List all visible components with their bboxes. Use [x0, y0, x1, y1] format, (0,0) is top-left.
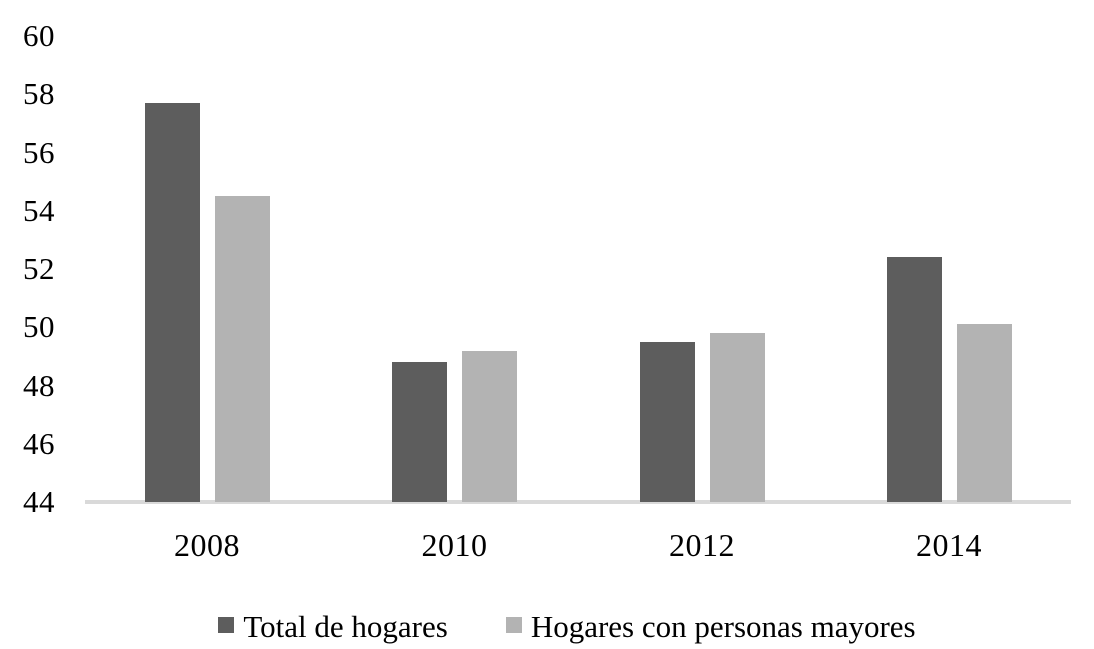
x-tick-label-2008: 2008 — [174, 527, 240, 563]
x-axis-line — [85, 500, 1071, 504]
legend-label-hogares-personas-mayores: Hogares con personas mayores — [530, 609, 916, 644]
legend-swatch-total-de-hogares — [218, 617, 235, 633]
y-tick-label-54: 54 — [23, 192, 55, 228]
y-tick-label-56: 56 — [23, 134, 55, 170]
y-tick-label-48: 48 — [23, 367, 55, 403]
bar-series1-2014 — [886, 257, 942, 502]
y-tick-label-50: 50 — [23, 309, 55, 345]
legend-swatch-hogares-personas-mayores — [505, 617, 522, 633]
bar-series2-2010 — [462, 350, 517, 502]
bar-series1-2008 — [144, 103, 200, 502]
bar-series2-2012 — [709, 333, 765, 502]
legend-label-total-de-hogares: Total de hogares — [243, 609, 448, 644]
bar-series2-2008 — [214, 196, 270, 502]
x-tick-label-2010: 2010 — [421, 527, 488, 563]
legend-item-hogares-personas-mayores: Hogares con personas mayores — [505, 608, 916, 646]
bar-series1-2010 — [392, 362, 447, 502]
bar-series1-2012 — [639, 341, 695, 502]
bar-series2-2014 — [956, 324, 1012, 502]
y-tick-label-60: 60 — [23, 18, 55, 53]
legend-item-total-de-hogares: Total de hogares — [218, 608, 448, 646]
y-tick-label-58: 58 — [23, 76, 55, 112]
y-tick-label-52: 52 — [23, 251, 55, 286]
y-tick-label-46: 46 — [23, 425, 55, 461]
x-tick-label-2012: 2012 — [669, 527, 735, 563]
x-tick-label-2014: 2014 — [916, 527, 982, 563]
legend: Total de hogares Hogares con personas ma… — [20, 608, 1094, 646]
y-tick-label-44: 44 — [23, 484, 55, 519]
